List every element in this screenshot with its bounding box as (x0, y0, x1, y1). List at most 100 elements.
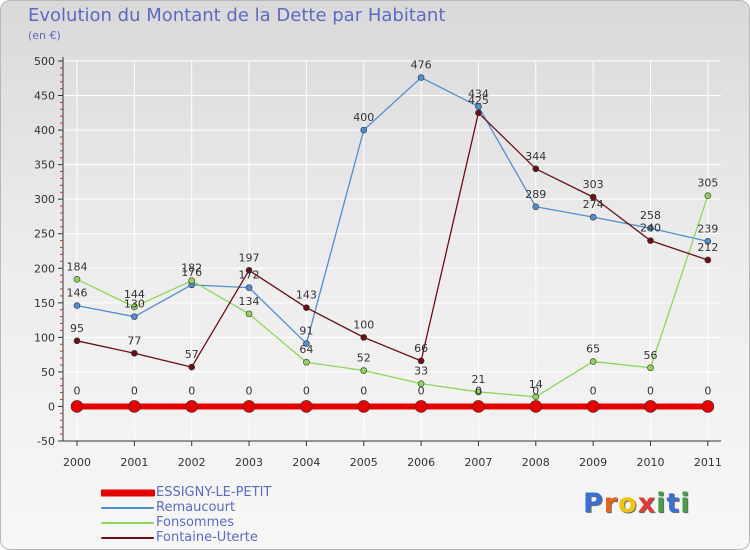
data-point-remaucourt (73, 302, 81, 309)
data-label-fonsommes: 184 (67, 260, 88, 273)
data-point-fonsommes (131, 303, 138, 311)
y-tick-label: 150 (34, 297, 55, 310)
x-tick-label: 2010 (637, 456, 665, 469)
data-point-fontaine-uterte (131, 349, 138, 357)
y-tick-label: 0 (48, 400, 55, 413)
data-point-fonsommes (589, 358, 597, 365)
data-point-remaucourt (589, 213, 597, 221)
logo-letter: i (680, 488, 691, 519)
x-tick-label: 2006 (407, 456, 435, 469)
data-point-essigny (644, 400, 657, 413)
data-point-essigny (242, 400, 256, 413)
data-label-essigny: 0 (647, 384, 654, 397)
data-label-fontaine-uterte: 344 (525, 150, 546, 163)
data-label-remaucourt: 239 (697, 222, 718, 235)
data-point-fonsommes (360, 367, 368, 374)
data-point-essigny (357, 400, 371, 413)
data-point-fonsommes (303, 358, 310, 366)
data-label-fontaine-uterte: 303 (583, 178, 604, 191)
data-point-essigny (472, 400, 485, 413)
legend-label-remaucourt: Remaucourt (156, 500, 236, 515)
data-label-essigny: 0 (360, 384, 367, 397)
data-label-essigny: 0 (246, 384, 253, 397)
data-point-fonsommes (647, 364, 654, 372)
chart-title: Evolution du Montant de la Dette par Hab… (28, 5, 446, 26)
legend-item-fonsommes: Fonsommes (101, 515, 351, 531)
data-point-fontaine-uterte (417, 357, 425, 365)
data-label-fontaine-uterte: 425 (468, 94, 489, 107)
data-point-fontaine-uterte (245, 267, 253, 274)
data-label-fontaine-uterte: 57 (185, 348, 199, 361)
data-point-essigny (70, 400, 84, 413)
data-label-remaucourt: 400 (353, 111, 374, 124)
data-point-remaucourt (647, 224, 654, 232)
data-label-essigny: 0 (131, 384, 138, 397)
logo-letter: r (603, 488, 619, 519)
data-point-fonsommes (704, 192, 712, 200)
data-point-remaucourt (417, 74, 425, 81)
data-label-remaucourt: 176 (181, 266, 202, 279)
proxiti-logo: Proxiti (583, 488, 691, 519)
data-point-fontaine-uterte (475, 109, 482, 117)
y-tick-label: 350 (34, 159, 55, 172)
legend-swatch-fonsommes (101, 522, 154, 524)
data-label-remaucourt: 476 (411, 59, 432, 72)
data-label-essigny: 0 (590, 384, 597, 397)
data-point-remaucourt (245, 284, 253, 291)
y-tick-label: 200 (34, 262, 55, 275)
data-label-fontaine-uterte: 212 (697, 241, 718, 254)
data-point-fontaine-uterte (188, 363, 195, 371)
data-point-fontaine-uterte (532, 165, 540, 173)
y-tick-label: -50 (37, 435, 55, 448)
legend-label-fonsommes: Fonsommes (156, 515, 235, 530)
data-point-fontaine-uterte (303, 304, 310, 311)
legend-item-remaucourt: Remaucourt (101, 500, 351, 516)
data-label-fonsommes: 33 (414, 365, 428, 378)
data-label-remaucourt: 130 (124, 298, 145, 311)
y-tick-label: 250 (34, 228, 55, 241)
series-line-fonsommes (76, 195, 709, 398)
x-tick-label: 2003 (235, 456, 263, 469)
data-label-fontaine-uterte: 197 (239, 251, 260, 264)
data-point-fontaine-uterte (589, 193, 597, 201)
data-label-fontaine-uterte: 77 (127, 334, 141, 347)
data-label-fonsommes: 21 (471, 373, 485, 386)
series-line-remaucourt (76, 76, 708, 345)
data-label-fontaine-uterte: 240 (640, 222, 661, 235)
data-label-essigny: 0 (74, 384, 81, 397)
data-point-fontaine-uterte (360, 334, 368, 341)
data-label-remaucourt: 434 (468, 88, 489, 101)
data-label-fontaine-uterte: 66 (414, 342, 428, 355)
logo-letter: P (583, 488, 604, 519)
data-point-fontaine-uterte (73, 337, 81, 345)
series-line-fontaine-uterte (76, 112, 709, 368)
y-tick-label: 100 (34, 331, 55, 344)
data-label-remaucourt: 258 (640, 209, 661, 222)
legend: ESSIGNY-LE-PETIT Remaucourt Fonsommes Fo… (101, 485, 351, 546)
data-point-fontaine-uterte (647, 237, 654, 244)
logo-letter: t (666, 488, 681, 519)
data-label-remaucourt: 274 (583, 198, 604, 211)
data-label-essigny: 0 (303, 384, 310, 397)
y-tick-label: 300 (34, 193, 55, 206)
x-tick-label: 2001 (120, 456, 148, 469)
data-label-remaucourt: 289 (525, 188, 546, 201)
legend-item-fontaine-uterte: Fontaine-Uterte (101, 530, 351, 546)
data-label-fontaine-uterte: 100 (353, 318, 374, 331)
logo-letter: i (656, 488, 667, 519)
data-point-remaucourt (131, 313, 138, 320)
x-tick-label: 2011 (694, 456, 722, 469)
y-tick-label: 50 (41, 366, 55, 379)
legend-label-essigny: ESSIGNY-LE-PETIT (156, 485, 272, 500)
data-label-essigny: 0 (532, 384, 539, 397)
data-point-remaucourt (704, 238, 712, 245)
logo-letter: x (637, 488, 657, 519)
x-tick-label: 2004 (292, 456, 320, 469)
data-point-fontaine-uterte (704, 256, 712, 264)
data-point-fonsommes (417, 380, 425, 387)
data-label-remaucourt: 172 (239, 269, 260, 282)
x-tick-label: 2009 (579, 456, 607, 469)
data-point-fonsommes (73, 276, 81, 283)
data-point-essigny (185, 400, 198, 413)
